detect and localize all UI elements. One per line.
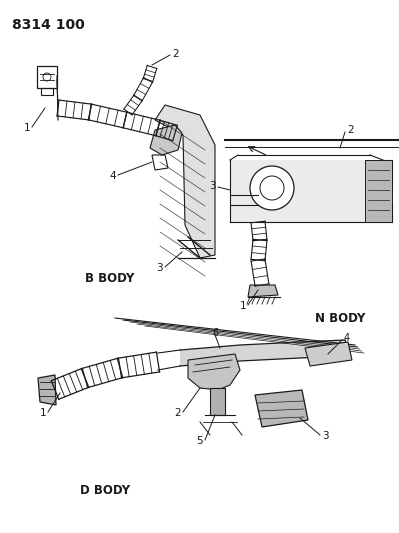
Text: 4: 4	[109, 171, 116, 181]
Polygon shape	[255, 390, 308, 427]
Polygon shape	[155, 105, 215, 258]
Text: 2: 2	[172, 49, 179, 59]
Text: 3: 3	[156, 263, 163, 273]
Bar	[41, 88, 53, 95]
Text: N BODY: N BODY	[315, 311, 365, 325]
Polygon shape	[305, 342, 352, 366]
Text: 1: 1	[24, 123, 30, 133]
Text: 5: 5	[196, 436, 203, 446]
Text: D BODY: D BODY	[80, 483, 130, 497]
Text: 4: 4	[344, 333, 350, 343]
Text: 1: 1	[239, 301, 246, 311]
Polygon shape	[248, 285, 278, 297]
Text: 3: 3	[209, 181, 216, 191]
Polygon shape	[230, 160, 392, 222]
Text: 8314 100: 8314 100	[12, 18, 85, 32]
Text: 1: 1	[40, 408, 46, 418]
Text: 6: 6	[212, 328, 218, 338]
Polygon shape	[38, 375, 56, 405]
Text: 2: 2	[174, 408, 181, 418]
Polygon shape	[188, 354, 240, 390]
Polygon shape	[210, 388, 225, 415]
Polygon shape	[365, 160, 392, 222]
Text: B BODY: B BODY	[85, 271, 135, 285]
Text: 3: 3	[322, 431, 329, 441]
Polygon shape	[150, 125, 182, 155]
Polygon shape	[180, 340, 345, 366]
Text: 2: 2	[347, 125, 354, 135]
Bar	[37, 66, 57, 88]
Circle shape	[250, 166, 294, 210]
